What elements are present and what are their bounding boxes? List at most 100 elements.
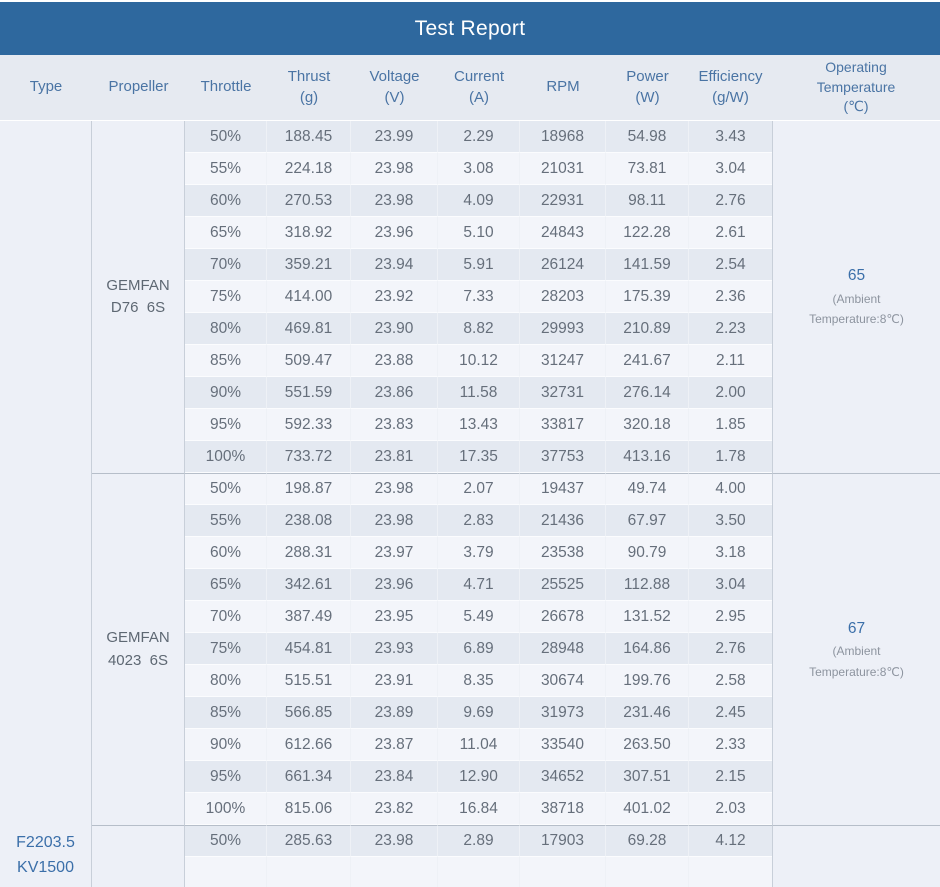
efficiency-cell: 2.33 xyxy=(689,729,772,761)
throttle-cell: 60% xyxy=(185,185,267,217)
table-row: 75% 454.81 23.93 6.89 28948 164.86 2.76 xyxy=(0,633,940,665)
efficiency-cell: 2.54 xyxy=(689,249,772,281)
throttle-cell: 100% xyxy=(185,793,267,825)
voltage-cell: 23.86 xyxy=(351,377,438,409)
power-cell: 320.18 xyxy=(606,409,689,441)
thrust-cell: 224.18 xyxy=(267,153,351,185)
col-header-current: Current (A) xyxy=(438,55,520,121)
thrust-cell: 661.34 xyxy=(267,761,351,793)
power-cell: 164.86 xyxy=(606,633,689,665)
power-cell: 141.59 xyxy=(606,249,689,281)
col-header-type: Type xyxy=(0,55,92,121)
throttle-cell: 50% xyxy=(185,121,267,153)
voltage-cell: 23.88 xyxy=(351,345,438,377)
thrust-cell: 387.49 xyxy=(267,601,351,633)
voltage-cell: 23.82 xyxy=(351,793,438,825)
throttle-cell: 60% xyxy=(185,537,267,569)
table-row xyxy=(0,857,940,887)
voltage-cell: 23.81 xyxy=(351,441,438,473)
throttle-cell: 95% xyxy=(185,409,267,441)
rpm-cell: 32731 xyxy=(520,377,606,409)
efficiency-cell: 2.61 xyxy=(689,217,772,249)
thrust-cell: 285.63 xyxy=(267,825,351,857)
table-row: 80% 469.81 23.90 8.82 29993 210.89 2.23 xyxy=(0,313,940,345)
page-title: Test Report xyxy=(414,16,526,40)
power-cell: 175.39 xyxy=(606,281,689,313)
power-cell: 73.81 xyxy=(606,153,689,185)
current-cell: 2.83 xyxy=(438,505,520,537)
throttle-cell: 50% xyxy=(185,473,267,505)
thrust-cell: 238.08 xyxy=(267,505,351,537)
throttle-cell: 75% xyxy=(185,633,267,665)
temperature-note: (Ambient Temperature:8℃) xyxy=(809,644,904,679)
report-table-body: F2203.5 KV1500 GEMFAN D76 6S 50% 188.45 2… xyxy=(0,121,940,887)
voltage-cell: 23.84 xyxy=(351,761,438,793)
voltage-cell: 23.83 xyxy=(351,409,438,441)
rpm-cell: 31247 xyxy=(520,345,606,377)
throttle-cell: 85% xyxy=(185,697,267,729)
current-cell: 2.29 xyxy=(438,121,520,153)
power-cell: 112.88 xyxy=(606,569,689,601)
header-row: Type Propeller Throttle Thrust (g) Volta… xyxy=(0,55,940,121)
table-row: 95% 592.33 23.83 13.43 33817 320.18 1.85 xyxy=(0,409,940,441)
voltage-cell: 23.91 xyxy=(351,665,438,697)
thrust-cell: 509.47 xyxy=(267,345,351,377)
rpm-cell xyxy=(520,857,606,887)
thrust-cell: 270.53 xyxy=(267,185,351,217)
table-row: 85% 566.85 23.89 9.69 31973 231.46 2.45 xyxy=(0,697,940,729)
voltage-cell: 23.98 xyxy=(351,153,438,185)
voltage-cell: 23.94 xyxy=(351,249,438,281)
throttle-cell: 100% xyxy=(185,441,267,473)
rpm-cell: 33817 xyxy=(520,409,606,441)
col-header-rpm: RPM xyxy=(520,55,606,121)
report-table-header: Type Propeller Throttle Thrust (g) Volta… xyxy=(0,55,940,121)
table-row: 55% 238.08 23.98 2.83 21436 67.97 3.50 xyxy=(0,505,940,537)
current-cell: 7.33 xyxy=(438,281,520,313)
power-cell: 241.67 xyxy=(606,345,689,377)
col-header-power: Power (W) xyxy=(606,55,689,121)
col-header-propeller: Propeller xyxy=(92,55,185,121)
throttle-cell: 95% xyxy=(185,761,267,793)
current-cell: 3.79 xyxy=(438,537,520,569)
power-cell: 131.52 xyxy=(606,601,689,633)
propeller-cell: GEMFAN 4023 6S xyxy=(92,473,185,825)
throttle-cell xyxy=(185,857,267,887)
power-cell: 413.16 xyxy=(606,441,689,473)
rpm-cell: 21436 xyxy=(520,505,606,537)
thrust-cell: 454.81 xyxy=(267,633,351,665)
voltage-cell: 23.90 xyxy=(351,313,438,345)
voltage-cell: 23.87 xyxy=(351,729,438,761)
rpm-cell: 22931 xyxy=(520,185,606,217)
power-cell: 199.76 xyxy=(606,665,689,697)
current-cell xyxy=(438,857,520,887)
power-cell xyxy=(606,857,689,887)
table-row: 55% 224.18 23.98 3.08 21031 73.81 3.04 xyxy=(0,153,940,185)
voltage-cell: 23.97 xyxy=(351,537,438,569)
throttle-cell: 90% xyxy=(185,729,267,761)
table-row: 70% 387.49 23.95 5.49 26678 131.52 2.95 xyxy=(0,601,940,633)
efficiency-cell: 2.45 xyxy=(689,697,772,729)
efficiency-cell: 3.04 xyxy=(689,569,772,601)
col-header-thrust: Thrust (g) xyxy=(267,55,351,121)
propeller-cell: GEMFAN D76 6S xyxy=(92,121,185,473)
efficiency-cell xyxy=(689,857,772,887)
voltage-cell: 23.98 xyxy=(351,505,438,537)
operating-temperature-cell: 67 (Ambient Temperature:8℃) xyxy=(772,473,940,825)
voltage-cell: 23.99 xyxy=(351,121,438,153)
thrust-cell: 359.21 xyxy=(267,249,351,281)
power-cell: 69.28 xyxy=(606,825,689,857)
rpm-cell: 34652 xyxy=(520,761,606,793)
current-cell: 5.91 xyxy=(438,249,520,281)
rpm-cell: 17903 xyxy=(520,825,606,857)
throttle-cell: 65% xyxy=(185,569,267,601)
table-row: 70% 359.21 23.94 5.91 26124 141.59 2.54 xyxy=(0,249,940,281)
throttle-cell: 80% xyxy=(185,313,267,345)
test-report-table: Type Propeller Throttle Thrust (g) Volta… xyxy=(0,55,940,887)
operating-temperature-cell: 65 (Ambient Temperature:8℃) xyxy=(772,121,940,473)
rpm-cell: 25525 xyxy=(520,569,606,601)
current-cell: 17.35 xyxy=(438,441,520,473)
table-row: 85% 509.47 23.88 10.12 31247 241.67 2.11 xyxy=(0,345,940,377)
current-cell: 8.35 xyxy=(438,665,520,697)
rpm-cell: 23538 xyxy=(520,537,606,569)
current-cell: 5.49 xyxy=(438,601,520,633)
